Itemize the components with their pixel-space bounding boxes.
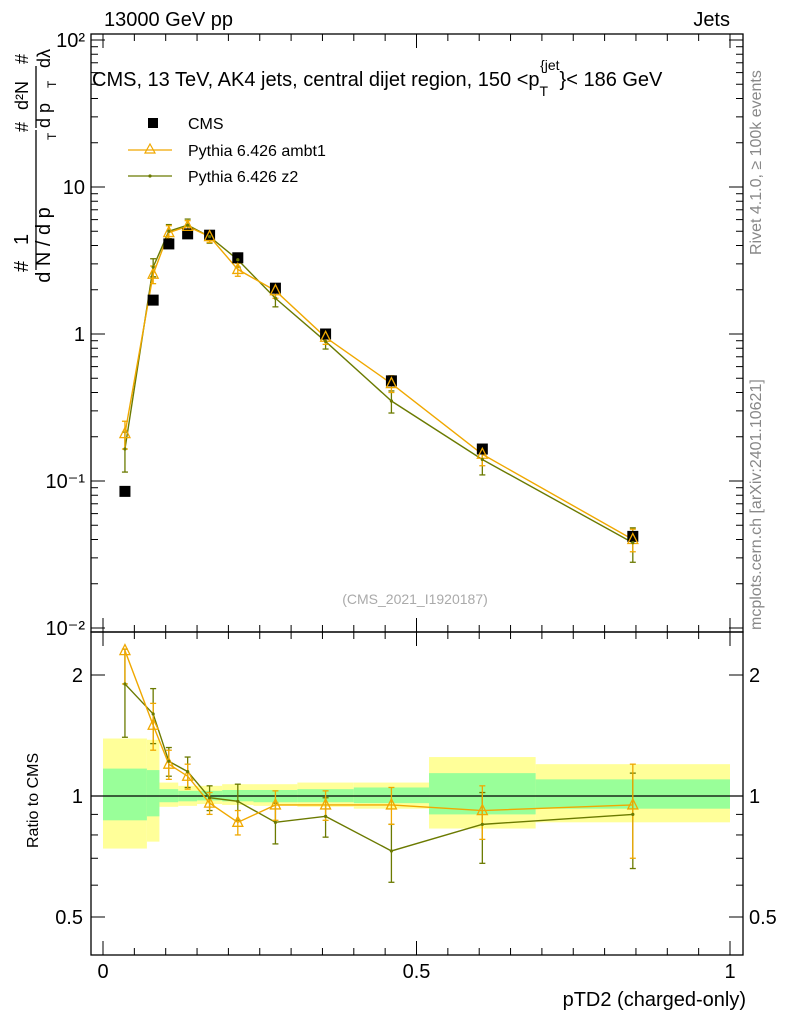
ratio-point-ambt1 [118, 643, 131, 656]
data-point-cms [269, 282, 281, 294]
data-point-cms [119, 485, 131, 497]
analysis-watermark: (CMS_2021_I1920187) [342, 591, 488, 607]
x-tick-label: 1 [724, 961, 735, 983]
ratio-y-tick-label: 1 [72, 786, 83, 808]
data-point-cms [147, 294, 159, 306]
ratio-plot: 0.5 0.5 1 1 2 2 0 0.5 1 [55, 631, 777, 983]
y-tick-label: 1 [74, 324, 85, 346]
rivet-version-label: Rivet 4.1.0, ≥ 100k events [748, 70, 765, 255]
data-point-z2 [323, 339, 328, 344]
ratio-point-z2 [273, 820, 278, 824]
data-point-z2 [186, 223, 190, 227]
svg-text:d p: d p [34, 103, 54, 128]
ratio-point-ambt1 [319, 797, 332, 810]
ratio-point-z2 [167, 759, 171, 763]
svg-text:Pythia 6.426 z2: Pythia 6.426 z2 [188, 169, 298, 186]
ratio-point-z2 [186, 770, 190, 774]
ratio-point-z2 [151, 712, 155, 716]
ratio-y-tick-label: 2 [72, 665, 83, 687]
data-point-z2 [123, 447, 127, 451]
data-point-z2 [167, 229, 171, 233]
data-point-z2 [631, 541, 635, 545]
ratio-point-z2 [123, 682, 127, 686]
data-point-z2 [273, 296, 278, 300]
data-point-ambt1 [203, 229, 216, 242]
legend-item-z2: Pythia 6.426 z2 [128, 169, 298, 186]
mcplots-label: mcplots.cern.ch [arXiv:2401.10621] [748, 379, 765, 630]
ratio-point-ambt1 [231, 814, 244, 827]
ratio-point-z2 [631, 812, 635, 816]
ratio-point-ambt1 [385, 797, 398, 810]
series-line [124, 224, 634, 544]
svg-text:T: T [45, 80, 59, 88]
data-point-ambt1 [162, 225, 175, 238]
data-point-cms [627, 530, 639, 542]
y-tick-label: 10² [56, 30, 85, 52]
ratio-y-axis-label: Ratio to CMS [25, 753, 42, 848]
svg-text:#: # [11, 260, 33, 272]
uncertainty-band-inner [103, 768, 147, 821]
x-tick-label: 0.5 [403, 961, 431, 983]
svg-text:1: 1 [11, 234, 33, 245]
svg-text:dλ: dλ [34, 49, 54, 68]
ratio-y-tick-label: 0.5 [55, 907, 83, 929]
ratio-point-ambt1 [626, 797, 639, 810]
data-point-z2 [389, 399, 394, 403]
data-point-ambt1 [269, 283, 282, 296]
data-point-ambt1 [385, 376, 398, 389]
svg-text:T: T [45, 132, 59, 140]
legend-item-cms: CMS [148, 116, 224, 133]
svg-text:d²N: d²N [12, 81, 32, 110]
y-tick-label: 10⁻¹ [46, 471, 86, 493]
data-point-cms [320, 328, 332, 340]
data-point-cms [385, 375, 397, 387]
ratio-point-z2 [480, 822, 484, 826]
data-point-cms [163, 238, 175, 250]
data-point-ambt1 [118, 426, 131, 439]
y-tick-label: 10 [63, 177, 85, 199]
header-left: 13000 GeV pp [104, 9, 233, 31]
ratio-point-ambt1 [147, 717, 160, 730]
data-point-ambt1 [147, 266, 160, 279]
ratio-point-ambt1 [162, 756, 175, 769]
legend-item-ambt1: Pythia 6.426 ambt1 [128, 142, 326, 160]
data-point-z2 [480, 457, 484, 462]
svg-text:Pythia 6.426 ambt1: Pythia 6.426 ambt1 [188, 143, 326, 160]
ratio-y-tick-label-right: 1 [749, 786, 760, 808]
svg-text:CMS: CMS [188, 116, 224, 133]
data-point-cms [232, 252, 244, 264]
plot-title: CMS, 13 TeV, AK4 jets, central dijet reg… [92, 57, 663, 99]
data-point-ambt1 [181, 218, 194, 231]
data-point-z2 [151, 265, 155, 269]
ratio-y-tick-label-right: 0.5 [749, 907, 777, 929]
ratio-point-ambt1 [269, 797, 282, 810]
uncertainty-band-inner [146, 770, 160, 817]
series-line [124, 225, 634, 541]
main-y-axis-label: # 1 d N / d p T # d²N d p T dλ # [11, 49, 59, 283]
ratio-point-z2 [236, 799, 240, 803]
ratio-point-ambt1 [203, 795, 216, 808]
data-point-z2 [236, 258, 240, 262]
ratio-point-ambt1 [181, 768, 194, 781]
x-tick-label: 0 [97, 961, 108, 983]
data-point-cms [182, 228, 194, 240]
ratio-point-z2 [389, 849, 394, 853]
x-axis-label: pTD2 (charged-only) [563, 989, 746, 1011]
data-point-z2 [207, 234, 212, 239]
svg-text:#: # [12, 122, 32, 132]
y-tick-label: 10⁻² [46, 618, 86, 640]
ratio-point-ambt1 [476, 803, 489, 816]
header-right: Jets [693, 9, 730, 31]
ratio-y-tick-label-right: 2 [749, 665, 760, 687]
svg-text:d N / d p: d N / d p [33, 207, 55, 283]
data-point-ambt1 [231, 261, 244, 275]
ratio-point-z2 [207, 796, 212, 800]
ratio-point-z2 [323, 814, 328, 818]
legend: CMS Pythia 6.426 ambt1 Pythia 6.426 z2 [128, 116, 326, 186]
svg-text:#: # [12, 54, 32, 64]
